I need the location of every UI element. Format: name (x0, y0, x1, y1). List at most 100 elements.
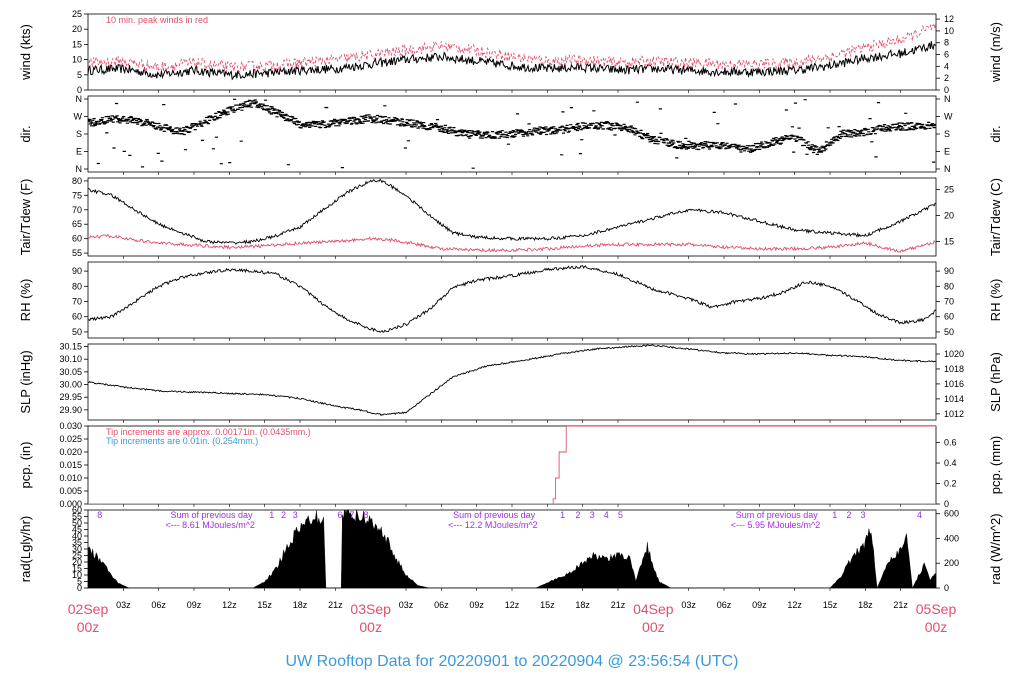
y-tick-label: 75 (72, 190, 82, 200)
plot-area (88, 344, 936, 417)
plot-area (88, 264, 936, 333)
date-label-hour: 00z (925, 619, 948, 635)
y-axis-label: pcp. (in) (18, 442, 33, 489)
series-primary-line (88, 41, 936, 81)
y-tick-label: 30 (72, 544, 82, 554)
y-axis-label-right: SLP (hPa) (988, 352, 1003, 412)
y-tick-label: 60 (72, 312, 82, 322)
direction-marks (88, 98, 936, 169)
radiation-annotation: 1 (832, 510, 837, 520)
y-tick-label-right: 0 (944, 85, 949, 95)
y-tick-label: 0.000 (59, 499, 82, 509)
y-axis-label-right: rad (W/m^2) (988, 513, 1003, 584)
radiation-annotation: 4 (917, 510, 922, 520)
y-tick-label: 0.010 (59, 473, 82, 483)
y-tick-label: 30.00 (59, 380, 82, 390)
y-axis-label: SLP (inHg) (18, 350, 33, 413)
radiation-annotation: 3 (293, 510, 298, 520)
y-tick-label: 45 (72, 525, 82, 535)
y-tick-label-right: 15 (944, 237, 954, 247)
y-tick-label: 80 (72, 176, 82, 186)
y-tick-label-right: 6 (944, 50, 949, 60)
y-axis-label: rad(Lgly/hr) (18, 516, 33, 582)
panel-wind: wind (kts) wind (m/s) 0 5 10 15 20 25 0 2 46 8 10 12 1… (18, 9, 1003, 95)
x-tick-label: 21z (611, 600, 626, 610)
panel-radiation: rad(Lgly/hr) rad (W/m^2)05101520253035404… (18, 505, 1003, 593)
y-tick-label: 0 (77, 85, 82, 95)
y-tick-label-right: 0 (944, 499, 949, 509)
y-tick-label: 60 (72, 234, 82, 244)
x-tick-label: 18z (575, 600, 590, 610)
y-tick-label-right: E (944, 147, 950, 157)
y-tick-label: 29.90 (59, 405, 82, 415)
radiation-annotation: 3 (860, 510, 865, 520)
date-label: 05Sep (916, 601, 957, 617)
panel-precip: pcp. (in) pcp. (mm) 0.000 0.005 0.010 0.015 0.… (18, 421, 1003, 509)
date-label-hour: 00z (359, 619, 382, 635)
radiation-annotation: 1 (269, 510, 274, 520)
y-tick-label-right: N (944, 164, 951, 174)
y-axis-label: Tair/Tdew (F) (18, 179, 33, 256)
panel-frame (87, 343, 937, 421)
y-tick-label: 0.025 (59, 434, 82, 444)
panel-frame (87, 95, 937, 173)
y-tick-label: 70 (72, 297, 82, 307)
y-tick-label: 15 (72, 564, 82, 574)
y-tick-label: 30.15 (59, 342, 82, 352)
y-tick-label: 90 (72, 266, 82, 276)
y-tick-label: 50 (72, 327, 82, 337)
radiation-annotation: <--- 5.95 MJoules/m^2 (731, 520, 821, 530)
series-secondary-line (88, 233, 936, 253)
y-tick-label: E (76, 147, 82, 157)
tip-note-2: Tip increments are 0.01in. (0.254mm.) (106, 436, 258, 446)
y-tick-label: 5 (77, 70, 82, 80)
radiation-annotation: 2 (575, 510, 580, 520)
y-tick-label: N (76, 164, 83, 174)
radiation-annotation: 3 (590, 510, 595, 520)
y-tick-label: 30.05 (59, 367, 82, 377)
x-tick-label: 15z (823, 600, 838, 610)
y-axis-label-right: wind (m/s) (988, 22, 1003, 83)
radiation-area (88, 510, 936, 588)
series-secondary-line (88, 426, 936, 504)
radiation-annotation: <--- 12.2 MJoules/m^2 (448, 520, 538, 530)
y-tick-label-right: 400 (944, 533, 959, 543)
radiation-annotation: 2 (281, 510, 286, 520)
y-tick-label-right: 1012 (944, 409, 964, 419)
radiation-annotation: 2 (846, 510, 851, 520)
y-tick-label-right: 25 (944, 185, 954, 195)
y-tick-label-right: 1016 (944, 379, 964, 389)
radiation-annotation: 8 (97, 510, 102, 520)
y-tick-label-right: 1018 (944, 364, 964, 374)
radiation-annotation: 5 (618, 510, 623, 520)
y-axis-label-right: RH (%) (988, 279, 1003, 322)
x-tick-label: 15z (257, 600, 272, 610)
y-tick-label: 65 (72, 219, 82, 229)
y-tick-label: 70 (72, 205, 82, 215)
x-tick-label: 21z (328, 600, 343, 610)
y-tick-label-right: 50 (944, 327, 954, 337)
panel-temperature: Tair/Tdew (F) Tair/Tdew (C) 55 60 65 70 75 80 15… (18, 176, 1003, 259)
y-tick-label: 10 (72, 55, 82, 65)
y-tick-label: 25 (72, 551, 82, 561)
panel-direction: dir. dir.N NE ES SW WN N (18, 94, 1003, 175)
y-tick-label: 15 (72, 39, 82, 49)
x-tick-label: 09z (752, 600, 767, 610)
radiation-annotation: <--- 8.61 MJoules/m^2 (165, 520, 255, 530)
chart-title: UW Rooftop Data for 20220901 to 20220904… (286, 653, 739, 670)
y-tick-label: S (76, 129, 82, 139)
y-tick-label-right: 2 (944, 73, 949, 83)
y-tick-label-right: 90 (944, 266, 954, 276)
y-tick-label-right: 0.4 (944, 458, 957, 468)
y-tick-label: 20 (72, 557, 82, 567)
y-tick-label-right: 1014 (944, 394, 964, 404)
x-tick-label: 12z (222, 600, 237, 610)
y-axis-label: RH (%) (18, 279, 33, 322)
y-tick-label: 0 (77, 583, 82, 593)
y-tick-label-right: 200 (944, 558, 959, 568)
y-tick-label-right: 4 (944, 61, 949, 71)
radiation-annotation: Sum of previous day (736, 510, 819, 520)
x-tick-label: 06z (434, 600, 449, 610)
x-tick-label: 18z (858, 600, 873, 610)
y-tick-label: N (76, 94, 83, 104)
